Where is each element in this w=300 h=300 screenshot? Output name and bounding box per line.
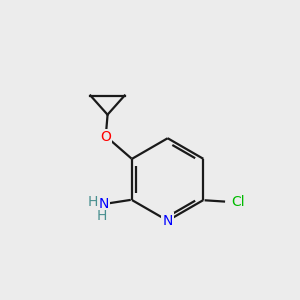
Text: N: N — [163, 214, 173, 228]
Text: H: H — [97, 209, 107, 223]
Text: Cl: Cl — [231, 194, 245, 208]
Text: N: N — [99, 197, 109, 212]
Text: O: O — [100, 130, 112, 144]
Text: H: H — [88, 194, 98, 208]
